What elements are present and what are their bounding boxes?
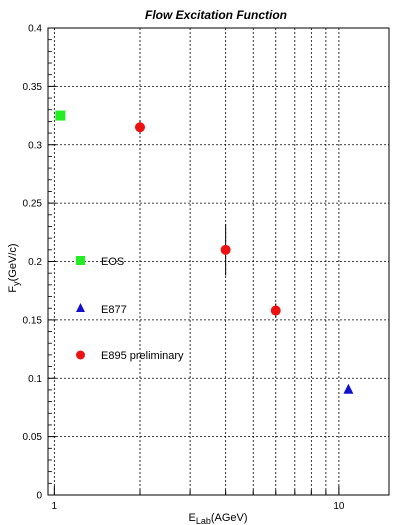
y-axis-label-unit: (GeV/c) [7, 243, 19, 281]
axis-ticks [48, 27, 340, 496]
x-axis-label-sub: Lab [196, 516, 211, 525]
y-axis-label: Fy(GeV/c) [7, 243, 21, 292]
legend: EOS E877 E895 preliminary [76, 256, 184, 362]
legend-e877-marker [76, 303, 85, 312]
grid-lines [48, 28, 389, 495]
data-point-triangle [343, 383, 354, 394]
legend-eos-label: EOS [101, 256, 124, 268]
data-point-square [55, 110, 66, 121]
legend-e895-marker [76, 350, 85, 360]
legend-eos-marker [76, 256, 85, 265]
x-axis-label-unit: (AGeV) [211, 512, 248, 524]
x-axis-label: ELab(AGeV) [188, 512, 247, 525]
y-tick-label: 0 [36, 491, 42, 502]
y-axis-label-sub: y [11, 281, 21, 286]
y-tick-label: 0.15 [23, 315, 43, 326]
data-points [55, 110, 354, 394]
y-tick-label: 0.3 [28, 140, 42, 151]
legend-e895-label: E895 preliminary [101, 350, 184, 362]
y-tick-label: 0.35 [23, 82, 43, 93]
y-axis-label-main: F [7, 286, 19, 293]
x-tick-labels: 1 10 [52, 501, 345, 512]
data-point-circle [220, 244, 231, 255]
data-point-circle [270, 305, 281, 316]
y-tick-label: 0.2 [28, 257, 42, 268]
y-tick-labels: 0 0.05 0.1 0.15 0.2 0.25 0.3 0.35 0.4 [23, 24, 43, 502]
x-tick-label: 10 [333, 501, 345, 512]
y-tick-label: 0.25 [23, 199, 43, 210]
y-tick-label: 0.05 [23, 432, 43, 443]
x-axis-label-main: E [188, 512, 195, 524]
y-tick-label: 0.4 [28, 24, 42, 35]
chart-title: Flow Excitation Function [145, 8, 287, 22]
data-point-circle [134, 122, 145, 133]
y-tick-label: 0.1 [28, 374, 42, 385]
legend-e877-label: E877 [101, 304, 127, 316]
x-tick-label: 1 [52, 501, 58, 512]
